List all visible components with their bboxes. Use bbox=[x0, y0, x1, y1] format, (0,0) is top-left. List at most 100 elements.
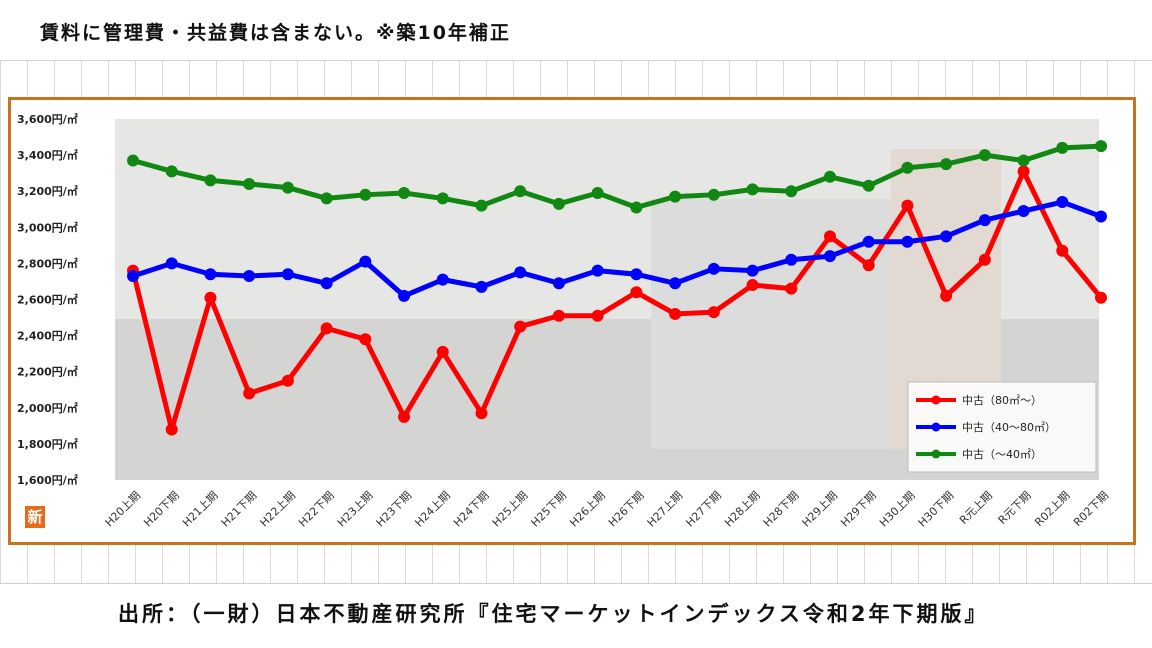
data-point bbox=[1095, 140, 1107, 153]
data-point bbox=[475, 280, 488, 293]
x-tick-label: H26上期 bbox=[567, 489, 608, 530]
x-tick-label: H22上期 bbox=[257, 489, 298, 530]
data-point bbox=[204, 291, 217, 304]
data-point bbox=[785, 253, 798, 266]
data-point bbox=[707, 188, 720, 201]
y-tick-label: 2,600円/㎡ bbox=[17, 293, 78, 307]
legend-marker bbox=[931, 449, 941, 459]
data-point bbox=[862, 259, 875, 272]
data-point bbox=[978, 149, 991, 162]
data-point bbox=[746, 264, 759, 277]
data-point bbox=[243, 387, 256, 400]
data-point bbox=[862, 179, 875, 192]
x-tick-label: H27下期 bbox=[683, 489, 724, 530]
x-tick-label: H29下期 bbox=[838, 489, 879, 530]
data-point bbox=[436, 345, 449, 358]
data-point bbox=[823, 170, 836, 183]
data-point bbox=[940, 158, 953, 171]
y-tick-label: 2,200円/㎡ bbox=[17, 365, 78, 379]
data-point bbox=[243, 270, 256, 283]
data-point bbox=[707, 262, 720, 275]
data-point bbox=[591, 309, 604, 322]
x-tick-label: H21上期 bbox=[180, 489, 221, 530]
x-tick-label: H28上期 bbox=[722, 489, 763, 530]
x-tick-label: H30下期 bbox=[916, 489, 957, 530]
data-point bbox=[436, 273, 449, 286]
data-point bbox=[669, 190, 682, 203]
legend-marker bbox=[931, 422, 941, 432]
data-point bbox=[359, 188, 372, 201]
data-point bbox=[901, 161, 914, 174]
data-point bbox=[785, 185, 798, 198]
y-tick-label: 1,800円/㎡ bbox=[17, 437, 78, 451]
x-tick-label: H25下期 bbox=[529, 489, 570, 530]
data-point bbox=[1056, 196, 1069, 209]
data-point bbox=[669, 307, 682, 320]
source-caption: 出所：（一財）日本不動産研究所『住宅マーケットインデックス令和2年下期版』 bbox=[118, 602, 989, 626]
data-point bbox=[243, 177, 256, 190]
data-point bbox=[281, 268, 294, 281]
x-tick-label: R02上期 bbox=[1032, 489, 1072, 529]
legend-label: 中古（～40㎡） bbox=[962, 448, 1042, 461]
data-point bbox=[707, 306, 720, 319]
x-tick-label: H22下期 bbox=[296, 489, 337, 530]
data-point bbox=[978, 253, 991, 266]
grid-line bbox=[0, 60, 1152, 61]
plot-background-building bbox=[651, 199, 891, 449]
data-point bbox=[1056, 244, 1069, 257]
data-point bbox=[1095, 291, 1107, 304]
data-point bbox=[320, 277, 333, 290]
header-band bbox=[0, 0, 1152, 60]
data-point bbox=[359, 333, 372, 346]
data-point bbox=[823, 250, 836, 263]
data-point bbox=[591, 187, 604, 200]
data-point bbox=[165, 165, 178, 178]
data-point bbox=[862, 235, 875, 248]
data-point bbox=[630, 201, 643, 214]
x-tick-label: H23下期 bbox=[374, 489, 415, 530]
legend-label: 中古（80㎡～） bbox=[962, 394, 1042, 407]
data-point bbox=[823, 230, 836, 243]
data-point bbox=[514, 185, 527, 198]
data-point bbox=[1017, 205, 1030, 218]
data-point bbox=[320, 192, 333, 205]
x-tick-label: H24下期 bbox=[451, 489, 492, 530]
x-tick-label: R元上期 bbox=[957, 489, 995, 527]
y-tick-label: 2,400円/㎡ bbox=[17, 329, 78, 343]
data-point bbox=[514, 320, 527, 333]
data-point bbox=[320, 322, 333, 335]
data-point bbox=[514, 266, 527, 279]
data-point bbox=[746, 279, 759, 292]
x-tick-label: H24上期 bbox=[412, 489, 453, 530]
data-point bbox=[1095, 210, 1107, 223]
data-point bbox=[901, 199, 914, 212]
y-tick-label: 2,000円/㎡ bbox=[17, 401, 78, 415]
series-line-0 bbox=[130, 168, 1103, 432]
data-point bbox=[204, 174, 217, 187]
page-title: 賃料に管理費・共益費は含まない。※築10年補正 bbox=[40, 22, 511, 44]
line-chart: 1,600円/㎡ 1,800円/㎡ 2,000円/㎡ 2,200円/㎡ 2,400円/㎡… bbox=[17, 112, 1111, 530]
data-point bbox=[165, 423, 178, 436]
legend-label: 中古（40～80㎡） bbox=[962, 421, 1056, 434]
data-point bbox=[630, 286, 643, 299]
data-point bbox=[785, 282, 798, 295]
data-point bbox=[1017, 165, 1030, 178]
data-point bbox=[978, 214, 991, 227]
data-point bbox=[475, 407, 488, 420]
y-tick-label: 3,600円/㎡ bbox=[17, 112, 78, 126]
data-point bbox=[127, 154, 139, 167]
data-point bbox=[204, 268, 217, 281]
data-point bbox=[552, 277, 565, 290]
data-point bbox=[1056, 141, 1069, 154]
data-point bbox=[940, 230, 953, 243]
data-point bbox=[475, 199, 488, 212]
data-point bbox=[901, 235, 914, 248]
data-point bbox=[127, 270, 139, 283]
x-tick-label: H25上期 bbox=[490, 489, 531, 530]
x-tick-label: R02下期 bbox=[1071, 489, 1111, 529]
x-tick-label: H29上期 bbox=[800, 489, 841, 530]
data-point bbox=[940, 289, 953, 302]
data-point bbox=[552, 309, 565, 322]
x-tick-label: H28下期 bbox=[761, 489, 802, 530]
data-point bbox=[359, 255, 372, 268]
